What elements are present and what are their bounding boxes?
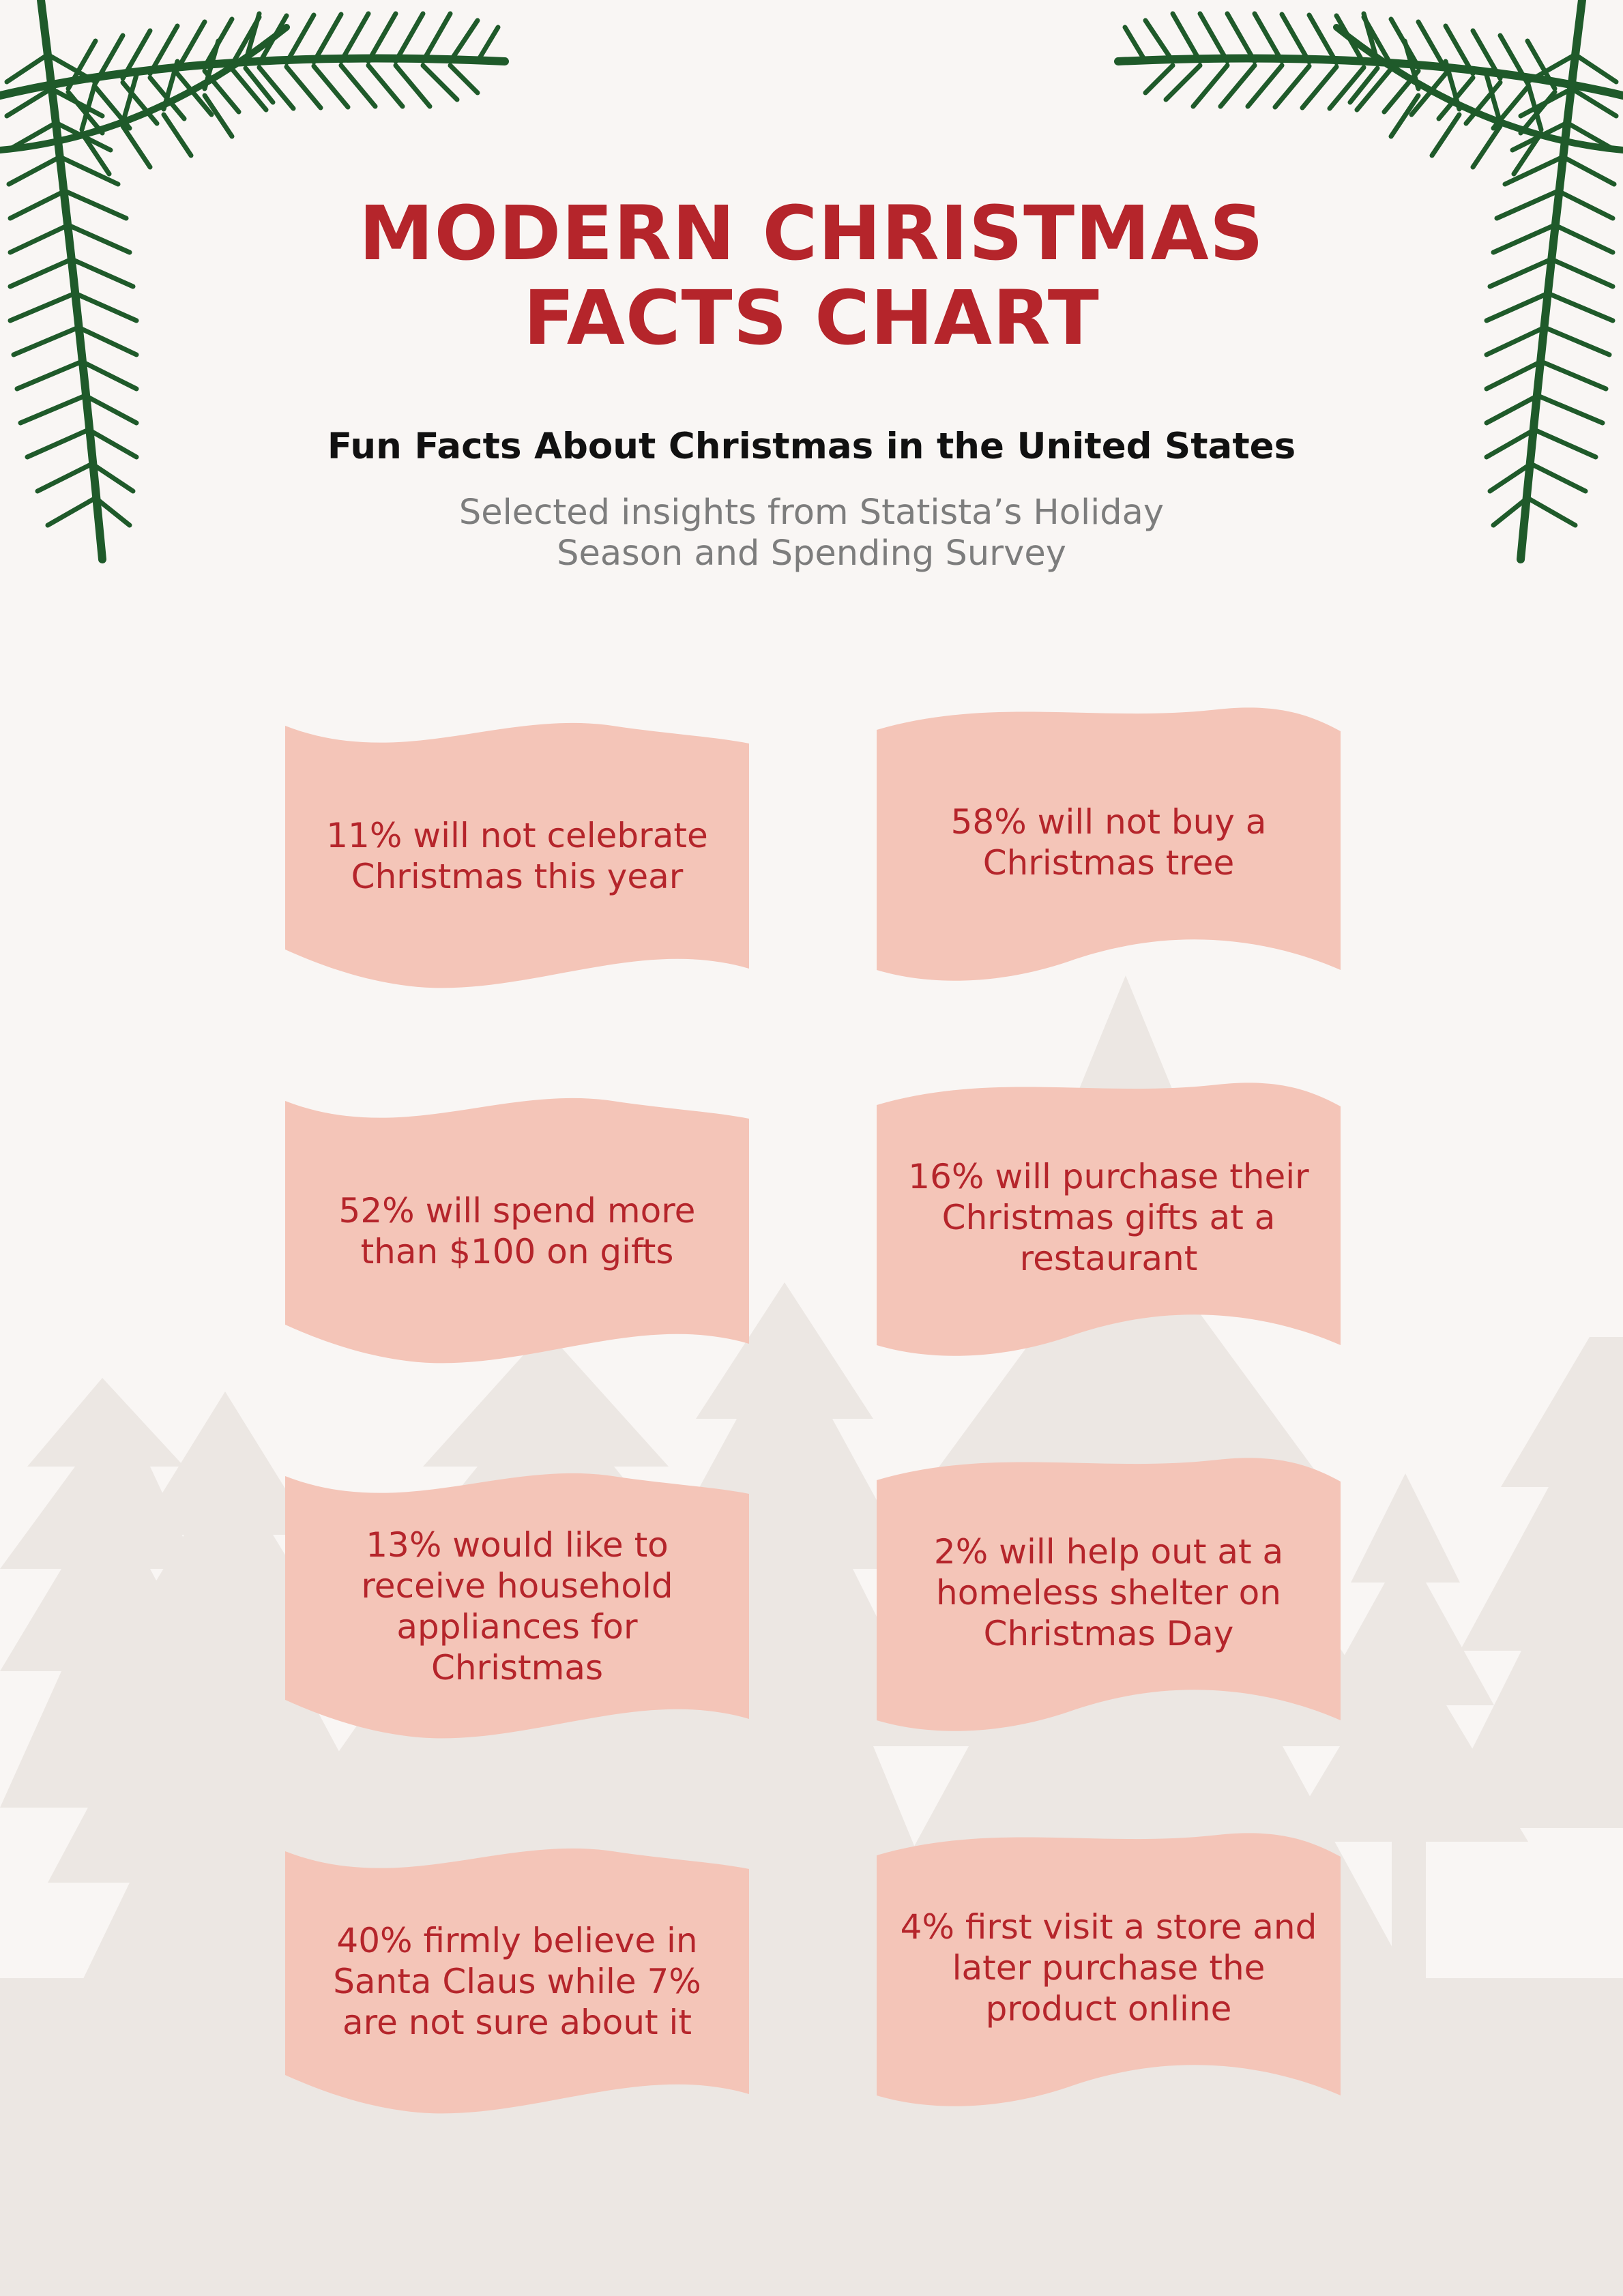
fact-banner: 4% first visit a store and later purchas… — [877, 1828, 1341, 2108]
wavy-banner-shape — [877, 1083, 1341, 1356]
pine-branch-left-icon — [0, 0, 509, 563]
source-note: Selected insights from Statista’s Holida… — [0, 492, 1623, 574]
wavy-banner-shape — [285, 1848, 749, 2114]
fact-banner: 52% will spend more than $100 on gifts — [285, 1091, 749, 1371]
wavy-banner-shape — [877, 707, 1341, 981]
pine-branch-right-icon — [1114, 0, 1623, 563]
fact-text: 58% will not buy a Christmas tree — [950, 802, 1267, 883]
source-note-line-1: Selected insights from Statista’s Holida… — [458, 492, 1165, 533]
page-title: MODERN CHRISTMAS FACTS CHART — [0, 191, 1623, 360]
page-title-line-1: MODERN CHRISTMAS — [359, 190, 1264, 277]
wavy-banner-shape — [285, 1098, 749, 1364]
fact-banner: 16% will purchase their Christmas gifts … — [877, 1078, 1341, 1357]
page-title-line-2: FACTS CHART — [523, 274, 1100, 362]
wavy-banner-shape — [285, 1473, 749, 1739]
wavy-banner-shape — [285, 722, 749, 988]
fact-text: 13% would like to receive household appl… — [361, 1525, 673, 1688]
fact-text: 16% will purchase their Christmas gifts … — [908, 1157, 1309, 1278]
fact-banner: 40% firmly believe in Santa Claus while … — [285, 1842, 749, 2121]
fact-text: 2% will help out at a homeless shelter o… — [933, 1532, 1284, 1653]
fact-banner: 58% will not buy a Christmas tree — [877, 703, 1341, 982]
wavy-banner-shape — [877, 1458, 1341, 1731]
source-note-line-2: Season and Spending Survey — [557, 533, 1066, 574]
page-subtitle: Fun Facts About Christmas in the United … — [327, 426, 1296, 467]
fact-banner: 13% would like to receive household appl… — [285, 1467, 749, 1746]
wavy-banner-shape — [877, 1833, 1341, 2106]
fact-banner: 11% will not celebrate Christmas this ye… — [285, 716, 749, 996]
fact-text: 40% firmly believe in Santa Claus while … — [333, 1921, 701, 2042]
fact-text: 4% first visit a store and later purchas… — [900, 1907, 1317, 2029]
fact-text: 52% will spend more than $100 on gifts — [338, 1191, 696, 1271]
fact-banner: 2% will help out at a homeless shelter o… — [877, 1453, 1341, 1733]
fact-text: 11% will not celebrate Christmas this ye… — [326, 816, 708, 896]
